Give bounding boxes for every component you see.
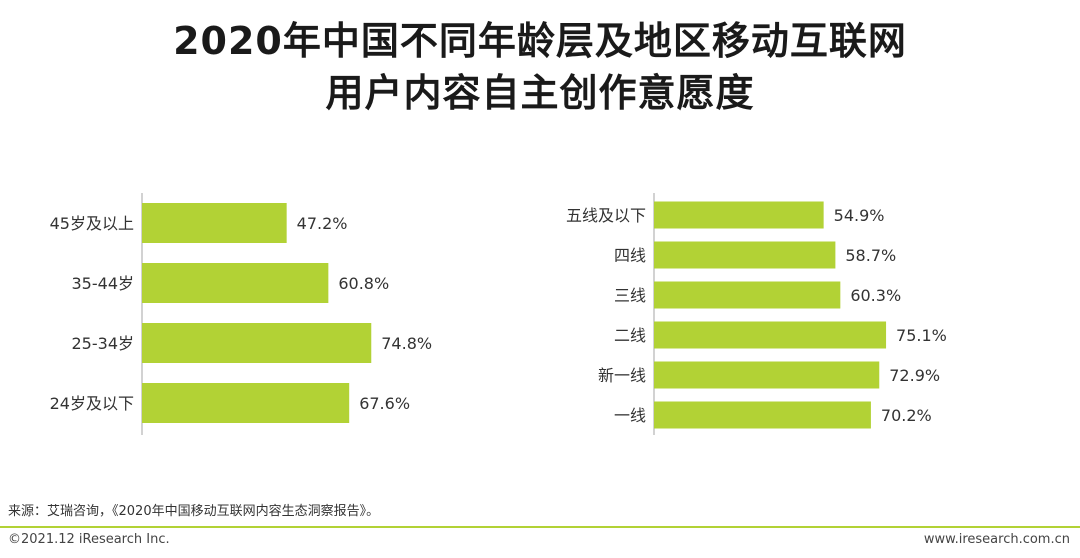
region-bar xyxy=(654,321,887,349)
region-category-label: 新一线 xyxy=(598,366,646,385)
region-value-label: 58.7% xyxy=(845,246,896,265)
website-link[interactable]: www.iresearch.com.cn xyxy=(923,532,1070,547)
age-category-label: 35-44岁 xyxy=(72,274,135,293)
age-value-label: 67.6% xyxy=(359,394,410,413)
age-bar xyxy=(142,203,287,243)
region-value-label: 54.9% xyxy=(834,206,885,225)
source-note: 来源：艾瑞咨询，《2020年中国移动互联网内容生态洞察报告》。 xyxy=(8,504,380,519)
region-bar xyxy=(654,361,880,389)
region-bar xyxy=(654,241,836,269)
footer-divider xyxy=(0,526,1080,528)
age-bar xyxy=(142,263,329,303)
region-category-label: 一线 xyxy=(614,406,646,425)
age-bar-chart: 45岁及以上 47.2% 35-44岁 60.8% 25-34岁 74.8% 24岁及以下 6… xyxy=(50,193,432,435)
age-value-label: 47.2% xyxy=(297,214,348,233)
chart-title-line-1: 2020年中国不同年龄层及地区移动互联网 xyxy=(173,19,907,63)
region-category-label: 四线 xyxy=(614,246,646,265)
region-category-label: 三线 xyxy=(614,286,646,305)
copyright-text: ©2021.12 iResearch Inc. xyxy=(8,532,170,547)
region-bar xyxy=(654,201,824,229)
region-bar xyxy=(654,401,871,429)
region-bar-chart: 五线及以下 54.9% 四线 58.7% 三线 60.3% 二线 75.1% 新一线 72.9% 一… xyxy=(566,193,947,435)
region-category-label: 五线及以下 xyxy=(566,206,646,225)
chart-title-line-2: 用户内容自主创作意愿度 xyxy=(325,71,755,115)
age-value-label: 74.8% xyxy=(381,334,432,353)
age-category-label: 45岁及以上 xyxy=(50,214,134,233)
age-bar xyxy=(142,383,350,423)
region-value-label: 72.9% xyxy=(889,366,940,385)
age-value-label: 60.8% xyxy=(338,274,389,293)
age-category-label: 25-34岁 xyxy=(72,334,135,353)
region-category-label: 二线 xyxy=(614,326,646,345)
region-value-label: 75.1% xyxy=(896,326,947,345)
region-bar xyxy=(654,281,841,309)
region-value-label: 70.2% xyxy=(881,406,932,425)
age-bar xyxy=(142,323,372,363)
region-value-label: 60.3% xyxy=(850,286,901,305)
age-category-label: 24岁及以下 xyxy=(50,394,134,413)
